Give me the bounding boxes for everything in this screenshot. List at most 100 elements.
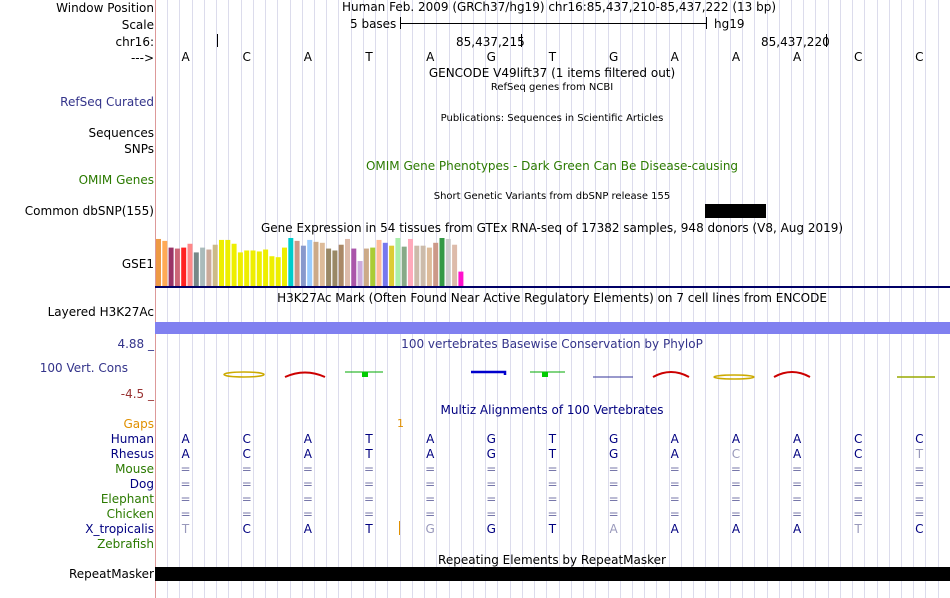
gtex-tissue-bar[interactable] (357, 261, 363, 286)
gap-count-marker: 1 (397, 417, 404, 430)
gtex-tissue-bar[interactable] (307, 239, 313, 286)
gtex-tissue-bar[interactable] (433, 242, 439, 286)
repeatmasker-feature[interactable] (155, 567, 950, 581)
gtex-tissue-bar[interactable] (288, 238, 294, 286)
gtex-gene-label[interactable]: GSE1 (121, 257, 154, 271)
gtex-tissue-bar[interactable] (212, 244, 218, 286)
gtex-tissue-bar[interactable] (426, 247, 432, 286)
gtex-tissue-bar[interactable] (345, 238, 350, 286)
gtex-tissue-bar[interactable] (300, 245, 306, 286)
gtex-tissue-bar[interactable] (275, 257, 281, 286)
gtex-tissue-bar[interactable] (269, 256, 275, 286)
gaps-label[interactable]: Gaps (123, 417, 154, 431)
scale-assembly: hg19 (714, 17, 745, 31)
alignment-base: = (792, 477, 803, 491)
scale-label: Scale (121, 18, 154, 32)
alignment-base: = (669, 477, 680, 491)
alignment-base: = (608, 492, 619, 506)
gtex-track-title[interactable]: Gene Expression in 54 tissues from GTEx … (260, 221, 844, 235)
alignment-base: = (363, 507, 375, 521)
h3k27ac-track-title[interactable]: H3K27Ac Mark (Often Found Near Active Re… (277, 291, 827, 305)
gtex-tissue-bar[interactable] (231, 243, 237, 286)
gtex-tissue-bar[interactable] (193, 252, 199, 286)
alignment-base: = (792, 507, 803, 521)
species-label-mouse[interactable]: Mouse (115, 462, 154, 476)
snps-label[interactable]: SNPs (124, 142, 154, 156)
gtex-tissue-bar[interactable] (326, 248, 332, 286)
alignment-base: = (608, 477, 619, 491)
gtex-tissue-bar[interactable] (256, 251, 262, 286)
gtex-tissue-bar[interactable] (174, 248, 180, 286)
species-label-zebrafish[interactable]: Zebrafish (97, 537, 154, 551)
coord-tick (826, 34, 827, 47)
h3k27ac-signal-bar[interactable] (155, 322, 950, 334)
omim-genes-label[interactable]: OMIM Genes (78, 173, 154, 187)
gtex-tissue-bar[interactable] (351, 248, 357, 286)
species-label-chicken[interactable]: Chicken (106, 507, 154, 521)
omim-track-title[interactable]: OMIM Gene Phenotypes - Dark Green Can Be… (365, 159, 739, 173)
gtex-tissue-bar[interactable] (445, 238, 451, 286)
gtex-tissue-bar[interactable] (332, 250, 338, 286)
gtex-tissue-bar[interactable] (162, 240, 168, 286)
gtex-tissue-bar[interactable] (168, 247, 174, 286)
gtex-tissue-bar[interactable] (294, 240, 300, 286)
gtex-tissue-bar[interactable] (263, 249, 269, 286)
alignment-base: C (915, 522, 924, 536)
publications-track-title[interactable]: Publications: Sequences in Scientific Ar… (440, 113, 664, 124)
alignment-base: A (670, 447, 679, 461)
gencode-track-title[interactable]: GENCODE V49lift37 (1 items filtered out) (428, 66, 676, 80)
layered-h3k27ac-label[interactable]: Layered H3K27Ac (47, 305, 154, 319)
gtex-tissue-bar[interactable] (282, 247, 287, 286)
gtex-tissue-bar[interactable] (389, 245, 395, 286)
phylop-conservation-logo[interactable] (155, 360, 950, 390)
species-label-human[interactable]: Human (110, 432, 154, 446)
gtex-expression-bars[interactable] (155, 236, 950, 288)
alignment-base: A (303, 522, 312, 536)
gtex-tissue-bar[interactable] (187, 243, 193, 286)
alignment-base: = (792, 492, 803, 506)
gtex-tissue-bar[interactable] (225, 239, 231, 286)
gtex-tissue-bar[interactable] (237, 252, 243, 286)
gtex-tissue-bar[interactable] (401, 246, 407, 286)
gtex-tissue-bar[interactable] (181, 247, 187, 286)
species-label-elephant[interactable]: Elephant (100, 492, 154, 506)
gtex-tissue-bar[interactable] (319, 242, 325, 286)
gtex-tissue-bar[interactable] (206, 249, 212, 286)
gtex-tissue-bar[interactable] (382, 242, 388, 286)
gtex-tissue-bar[interactable] (408, 238, 413, 286)
multiz-track-title[interactable]: Multiz Alignments of 100 Vertebrates (440, 403, 664, 417)
gtex-tissue-bar[interactable] (370, 247, 376, 286)
phylop-track-title[interactable]: 100 vertebrates Basewise Conservation by… (401, 337, 703, 351)
dbsnp-track-title[interactable]: Short Genetic Variants from dbSNP releas… (433, 191, 671, 202)
gtex-tissue-bar[interactable] (250, 250, 256, 286)
gtex-tissue-bar[interactable] (313, 241, 319, 286)
gtex-tissue-bar[interactable] (200, 247, 206, 286)
repeatmasker-track-title[interactable]: Repeating Elements by RepeatMasker (438, 553, 666, 567)
refseq-curated-label[interactable]: RefSeq Curated (60, 95, 154, 109)
dbsnp-variant-feature[interactable] (705, 204, 766, 218)
gtex-tissue-bar[interactable] (376, 239, 382, 286)
gtex-tissue-bar[interactable] (458, 271, 464, 286)
phylop-label[interactable]: 100 Vert. Cons (39, 361, 128, 375)
gtex-tissue-bar[interactable] (439, 238, 445, 286)
gtex-tissue-bar[interactable] (363, 248, 369, 286)
gtex-tissue-bar[interactable] (414, 245, 420, 286)
species-label-rhesus[interactable]: Rhesus (110, 447, 154, 461)
gtex-tissue-bar[interactable] (219, 239, 224, 286)
repeatmasker-label[interactable]: RepeatMasker (68, 567, 154, 581)
species-label-x_tropicalis[interactable]: X_tropicalis (85, 522, 154, 536)
alignment-base: = (547, 492, 558, 506)
gtex-tissue-bar[interactable] (244, 250, 250, 286)
gtex-tissue-bar[interactable] (452, 244, 458, 286)
gtex-tissue-bar[interactable] (338, 244, 344, 286)
species-label-dog[interactable]: Dog (129, 477, 154, 491)
alignment-base: = (547, 462, 558, 476)
common-dbsnp-label[interactable]: Common dbSNP(155) (24, 204, 154, 218)
sequences-label[interactable]: Sequences (88, 126, 154, 140)
gtex-tissue-bar[interactable] (395, 238, 401, 286)
alignment-base: = (486, 462, 497, 476)
refseq-track-title[interactable]: RefSeq genes from NCBI (490, 82, 614, 93)
alignment-base: A (792, 432, 802, 446)
gtex-tissue-bar[interactable] (156, 238, 161, 286)
gtex-tissue-bar[interactable] (420, 245, 426, 286)
